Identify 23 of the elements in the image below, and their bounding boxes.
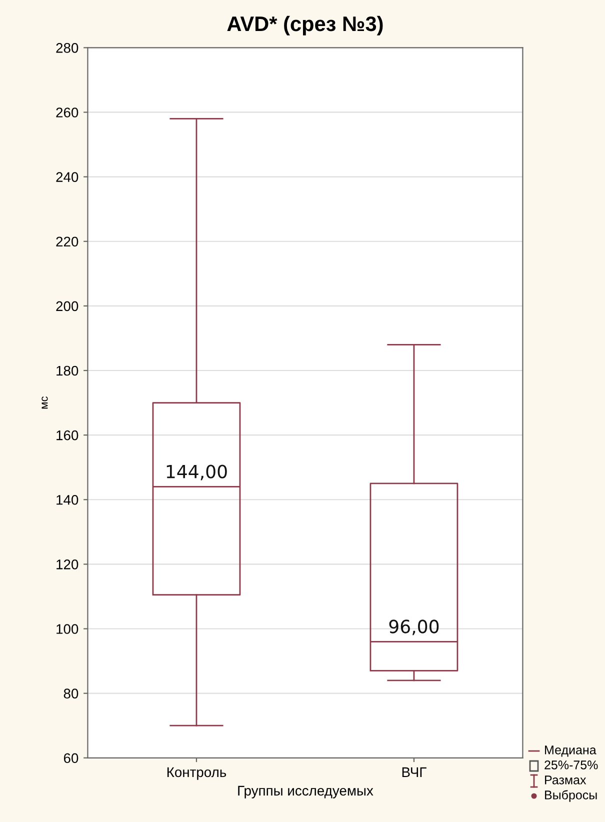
text: Выбросы (545, 790, 597, 802)
text: Медиана (545, 746, 596, 757)
x-tick-label: Контроль (167, 767, 226, 780)
x-tick-label: ВЧГ (402, 767, 426, 777)
y-tick-label: 200 (56, 301, 78, 312)
y-tick-label: 240 (56, 172, 78, 182)
y-tick-label: 220 (56, 236, 78, 247)
y-tick-label: 120 (56, 560, 78, 570)
y-tick-label: 280 (56, 43, 78, 53)
y-tick-label: 100 (56, 624, 78, 634)
text: Размах (545, 776, 586, 784)
y-tick-label: 260 (56, 108, 78, 118)
y-tick-label: 80 (64, 688, 78, 698)
chart-title: AVD* (срез №3) (227, 16, 383, 36)
y-tick-label: 60 (64, 753, 78, 764)
y-tick-label: 140 (56, 494, 78, 505)
text: 25%-75% (544, 760, 598, 770)
x-axis-title: Группы исследуемых (238, 786, 374, 798)
y-axis-title: мс (42, 396, 48, 409)
text: 96,00 (389, 620, 439, 636)
y-tick-label: 180 (56, 366, 78, 376)
text: 144,00 (166, 464, 227, 480)
y-tick-label: 160 (56, 430, 78, 440)
